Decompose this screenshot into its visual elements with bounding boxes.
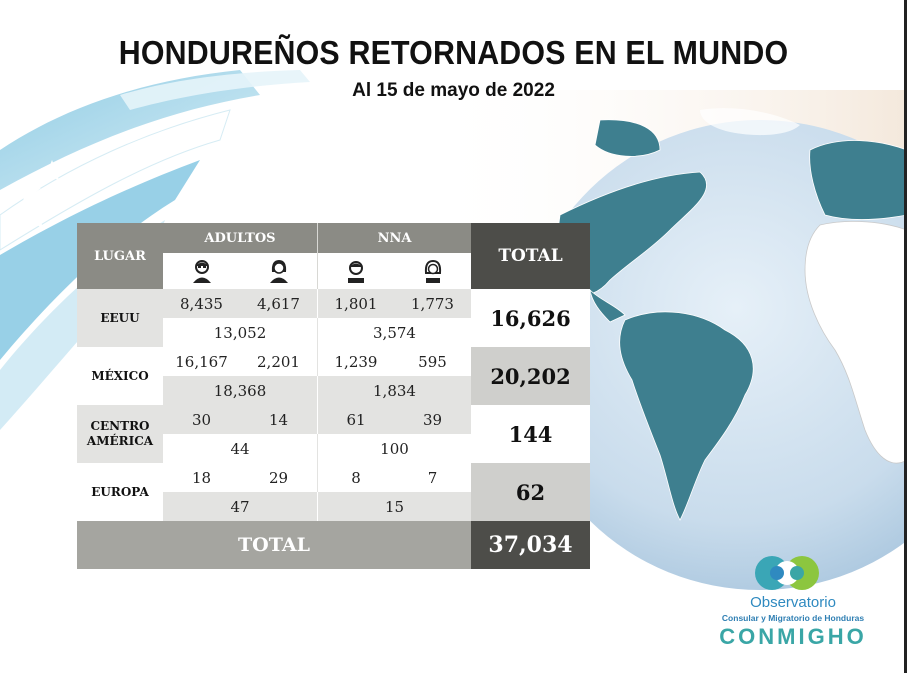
- cell-mujeres: 29: [240, 463, 317, 492]
- row-label-centro-america: CENTRO AMÉRICA: [77, 405, 163, 463]
- flag-ribbon-white: [0, 109, 231, 251]
- grand-total: 37,034: [471, 521, 590, 569]
- cell-hombres: 16,167: [163, 347, 240, 376]
- footer-total-label: TOTAL: [77, 521, 471, 569]
- cell-mujeres: 4,617: [240, 289, 317, 318]
- cell-ninas: 39: [394, 405, 471, 434]
- cell-row-total: 20,202: [471, 347, 590, 405]
- cell-ninos: 8: [317, 463, 394, 492]
- man-icon: [163, 253, 240, 289]
- cell-ninos: 1,239: [317, 347, 394, 376]
- cell-ninas: 7: [394, 463, 471, 492]
- logo-subtitle: Consular y Migratorio de Honduras: [721, 613, 865, 623]
- cell-ninas: 595: [394, 347, 471, 376]
- cell-row-total: 16,626: [471, 289, 590, 347]
- woman-icon: [240, 253, 317, 289]
- boy-icon: [317, 253, 394, 289]
- cell-adultos-subtotal: 47: [163, 492, 317, 521]
- row-label-europa: EUROPA: [77, 463, 163, 521]
- cell-row-total: 144: [471, 405, 590, 463]
- flag-ribbon-mid: [0, 160, 200, 360]
- cell-adultos-subtotal: 13,052: [163, 318, 317, 347]
- flag-stars: [19, 160, 83, 229]
- logo-brand: CONMIGHO: [719, 624, 867, 649]
- cell-mujeres: 14: [240, 405, 317, 434]
- row-label-eeuu: EEUU: [77, 289, 163, 347]
- cell-hombres: 18: [163, 463, 240, 492]
- cell-nna-subtotal: 100: [317, 434, 471, 463]
- cell-ninos: 61: [317, 405, 394, 434]
- cell-hombres: 30: [163, 405, 240, 434]
- header-lugar: LUGAR: [77, 223, 163, 289]
- cell-nna-subtotal: 1,834: [317, 376, 471, 405]
- page-subtitle: Al 15 de mayo de 2022: [352, 80, 555, 101]
- header-nna: NNA: [317, 223, 471, 253]
- cell-mujeres: 2,201: [240, 347, 317, 376]
- cell-ninas: 1,773: [394, 289, 471, 318]
- globe-africa: [804, 221, 907, 464]
- cell-nna-subtotal: 3,574: [317, 318, 471, 347]
- cell-adultos-subtotal: 44: [163, 434, 317, 463]
- cell-adultos-subtotal: 18,368: [163, 376, 317, 405]
- page-title: HONDUREÑOS RETORNADOS EN EL MUNDO: [118, 34, 789, 71]
- row-label-mexico: MÉXICO: [77, 347, 163, 405]
- cell-ninos: 1,801: [317, 289, 394, 318]
- girl-icon: [394, 253, 471, 289]
- globe-land: [558, 119, 907, 521]
- conmigho-logo-icon: [755, 556, 819, 590]
- cell-nna-subtotal: 15: [317, 492, 471, 521]
- header-adultos: ADULTOS: [163, 223, 317, 253]
- cell-row-total: 62: [471, 463, 590, 521]
- cell-hombres: 8,435: [163, 289, 240, 318]
- flag-ribbon-top: [0, 70, 260, 190]
- header-total: TOTAL: [471, 223, 590, 289]
- logo-name: Observatorio: [750, 594, 836, 611]
